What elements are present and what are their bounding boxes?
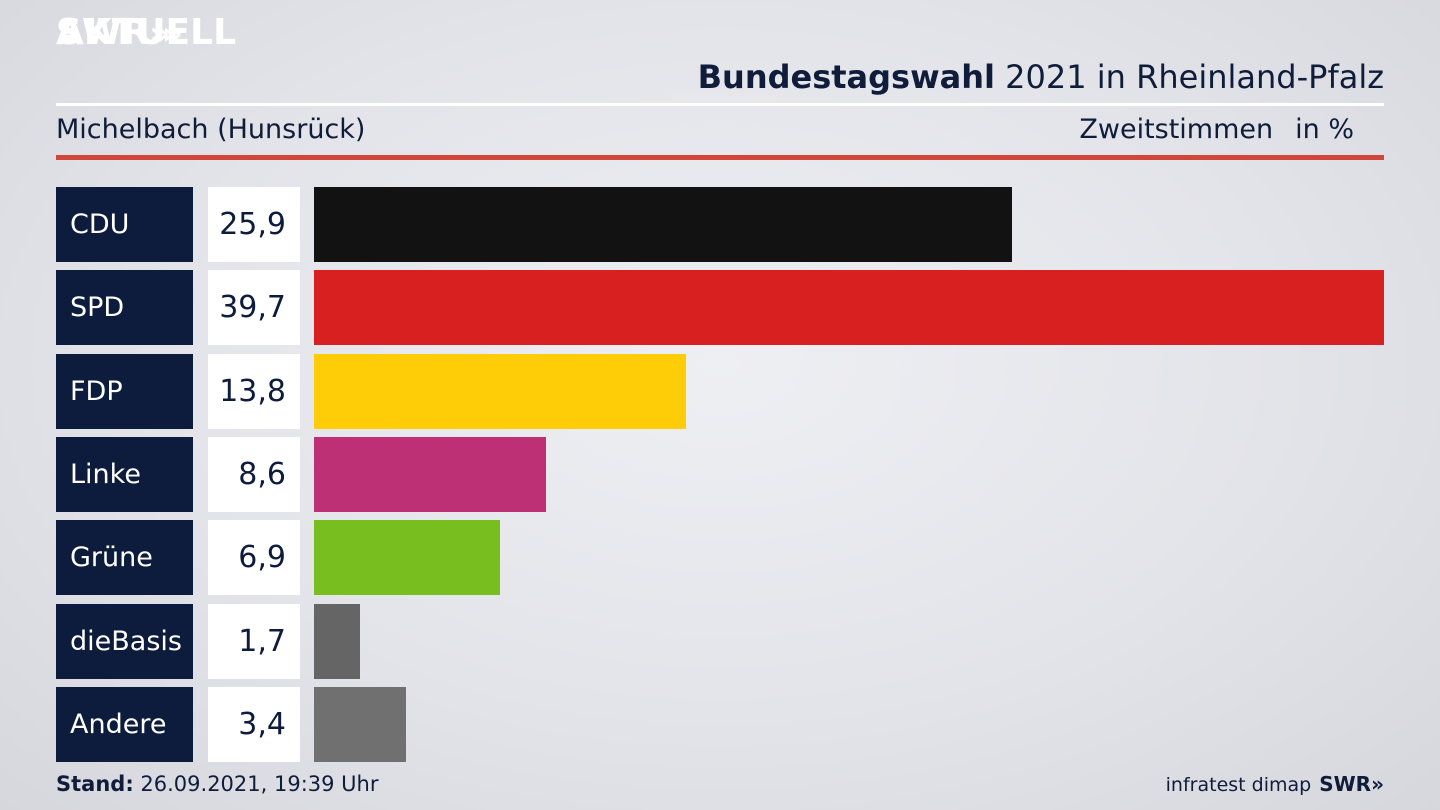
party-label: CDU xyxy=(56,187,193,262)
bar-row: SPD 39,7 xyxy=(56,270,1384,345)
header-divider xyxy=(56,103,1384,106)
region-subtitle: Michelbach (Hunsrück) xyxy=(56,114,366,145)
value-label: 6,9 xyxy=(208,520,300,595)
value-label: 3,4 xyxy=(208,687,300,762)
bar xyxy=(314,687,406,762)
bar xyxy=(314,437,546,512)
bar xyxy=(314,270,1384,345)
value-label: 25,9 xyxy=(208,187,300,262)
bar xyxy=(314,520,500,595)
value-label: 39,7 xyxy=(208,270,300,345)
bar xyxy=(314,354,686,429)
page-title: Bundestagswahl 2021 in Rheinland-Pfalz xyxy=(697,58,1384,96)
bar-row: Grüne 6,9 xyxy=(56,520,1384,595)
value-label: 13,8 xyxy=(208,354,300,429)
swr-logo: SWR» xyxy=(1319,772,1384,796)
source-credit: infratest dimap SWR» xyxy=(1165,772,1384,796)
party-label: FDP xyxy=(56,354,193,429)
accent-divider xyxy=(56,155,1384,160)
party-label: Grüne xyxy=(56,520,193,595)
measure-label: Zweitstimmen in % xyxy=(1079,114,1354,145)
value-label: 8,6 xyxy=(208,437,300,512)
party-label: Linke xyxy=(56,437,193,512)
party-label: Andere xyxy=(56,687,193,762)
bar-row: FDP 13,8 xyxy=(56,354,1384,429)
timestamp: Stand: 26.09.2021, 19:39 Uhr xyxy=(56,772,379,796)
bar-row: CDU 25,9 xyxy=(56,187,1384,262)
bar-row: dieBasis 1,7 xyxy=(56,604,1384,679)
bar-row: Linke 8,6 xyxy=(56,437,1384,512)
party-label: dieBasis xyxy=(56,604,193,679)
value-label: 1,7 xyxy=(208,604,300,679)
party-label: SPD xyxy=(56,270,193,345)
bar xyxy=(314,604,360,679)
bar xyxy=(314,187,1012,262)
bar-row: Andere 3,4 xyxy=(56,687,1384,762)
